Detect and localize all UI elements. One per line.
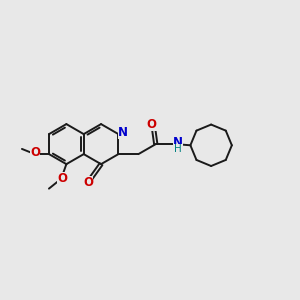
- Text: H: H: [174, 144, 182, 154]
- Text: O: O: [146, 118, 157, 131]
- Text: N: N: [173, 136, 183, 149]
- Text: O: O: [30, 146, 40, 159]
- Text: N: N: [118, 126, 128, 140]
- Text: O: O: [57, 172, 68, 185]
- Text: O: O: [83, 176, 93, 189]
